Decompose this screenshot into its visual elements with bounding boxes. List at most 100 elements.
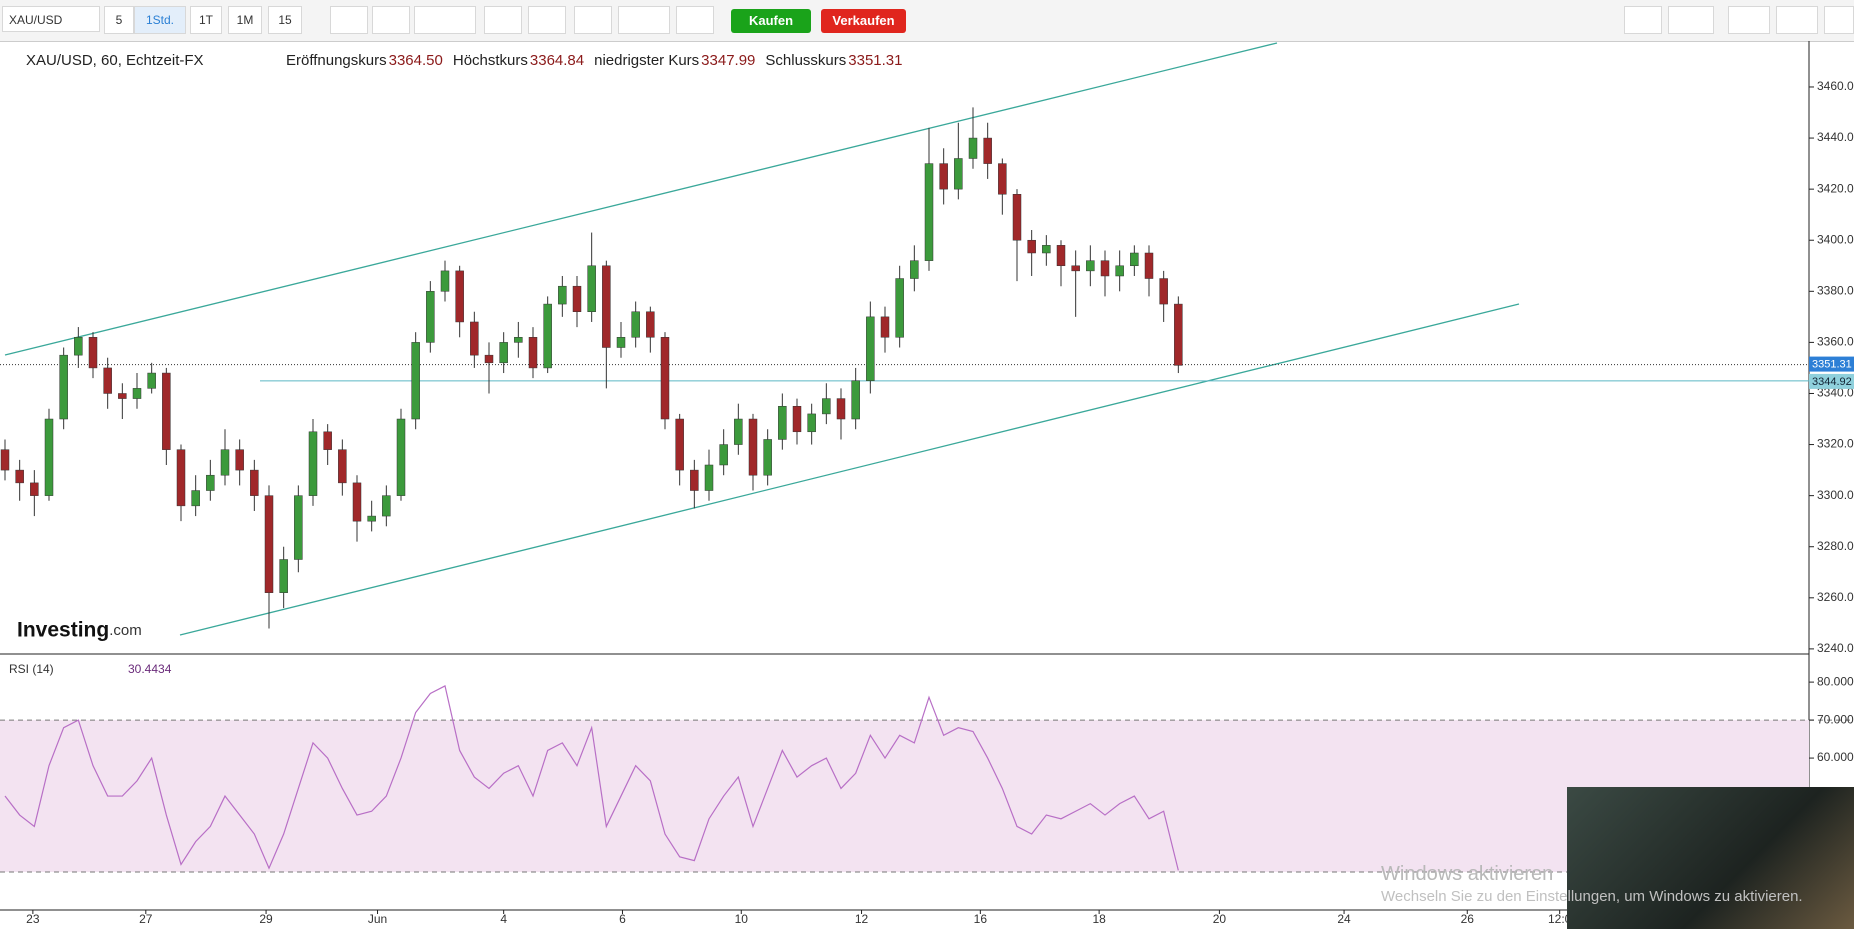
candle-body: [176, 449, 186, 507]
candle-body: [484, 354, 494, 364]
x-tick-label: 6: [619, 912, 626, 926]
ohlc-label: niedrigster Kurs: [594, 52, 699, 69]
ohlc-legend: Eröffnungskurs 3364.50 Höchstkurs 3364.84 ni…: [286, 52, 903, 69]
candle-body: [631, 311, 640, 338]
rsi-line: [4, 685, 1179, 871]
candle-body: [528, 337, 538, 369]
y-tick-label: 60.0000: [1817, 750, 1854, 764]
line-price-box: [1809, 373, 1854, 389]
line-price-label: 3344.92: [1812, 376, 1852, 388]
interval[interactable]: 1T: [190, 6, 222, 34]
y-tick-label: 3300.00: [1817, 488, 1854, 502]
candle-body: [763, 439, 772, 476]
candle-body: [279, 559, 288, 593]
candle-body: [968, 137, 978, 159]
y-tick-label: 3280.00: [1817, 539, 1854, 553]
candle-body: [118, 393, 127, 399]
candle-body: [866, 316, 875, 381]
candle-body: [0, 449, 10, 471]
candle-body: [499, 342, 508, 364]
x-tick-label: 27: [139, 912, 153, 926]
interval[interactable]: 1Std.: [134, 6, 186, 34]
indicator-button[interactable]: [372, 6, 410, 34]
candle-body: [74, 337, 83, 356]
sell-button[interactable]: Verkaufen: [821, 9, 906, 33]
brand-name: Investing.com: [17, 619, 142, 642]
undo-redo[interactable]: [618, 6, 670, 34]
candle-body: [1056, 245, 1066, 267]
brand-suffix: .com: [109, 622, 142, 639]
settings-button[interactable]: [484, 6, 522, 34]
symbol-input[interactable]: XAU/USD: [2, 6, 100, 32]
last-price-label: 3351.31: [1812, 358, 1852, 370]
ohlc-label: Höchstkurs: [453, 52, 528, 69]
candle-body: [660, 337, 670, 420]
candle-body: [367, 515, 376, 522]
x-tick-label: 18: [1092, 912, 1106, 926]
y-tick-label: 3360.00: [1817, 335, 1854, 349]
candle-body: [294, 495, 303, 560]
candle-body: [44, 418, 54, 496]
channel-lower: [179, 303, 1520, 636]
rsi-title: RSI (14): [9, 662, 54, 676]
candle-body: [910, 260, 919, 279]
y-tick-label: 3420.00: [1817, 181, 1854, 195]
candle-body: [1071, 265, 1080, 272]
candle-body: [822, 398, 831, 415]
y-tick-label: 70.0000: [1817, 712, 1854, 726]
x-tick-label: 12:0: [1548, 912, 1572, 926]
candle-body: [543, 303, 552, 369]
y-tick-label: 3400.00: [1817, 232, 1854, 246]
y-tick-label: 3260.00: [1817, 590, 1854, 604]
interval[interactable]: 5: [104, 6, 134, 34]
candle-body: [792, 405, 802, 433]
studies-button[interactable]: [528, 6, 566, 34]
candle-body: [426, 291, 435, 343]
chart-type-button[interactable]: [330, 6, 368, 34]
ohlc-label: Eröffnungskurs: [286, 52, 387, 69]
candle-body: [59, 354, 68, 420]
alert-button[interactable]: [676, 6, 714, 34]
ohlc-value: 3364.84: [530, 52, 584, 69]
candle-body: [220, 449, 230, 476]
fullscreen-button[interactable]: [1824, 6, 1854, 34]
save-button[interactable]: [1776, 6, 1818, 34]
candle-body: [103, 367, 112, 394]
rsi-band: [0, 720, 1809, 873]
brand-logo: Investing.com: [17, 619, 142, 642]
candle-body: [1027, 239, 1036, 254]
ohlc-value: 3364.50: [389, 52, 443, 69]
x-tick-label: 29: [259, 912, 273, 926]
candle-body: [88, 337, 98, 369]
candle-body: [734, 418, 743, 445]
y-tick-label: 3240.00: [1817, 641, 1854, 655]
candle-body: [880, 316, 890, 338]
candle-body: [748, 418, 758, 476]
candle-body: [719, 444, 728, 466]
rsi-value: 30.4434: [128, 662, 172, 676]
x-tick-label: Jun: [368, 912, 387, 926]
candle-body: [470, 321, 479, 356]
screenshot-button[interactable]: [1624, 6, 1662, 34]
candle-body: [147, 372, 156, 389]
candle-body: [851, 380, 860, 420]
candle-body: [191, 490, 200, 507]
candle-body: [235, 449, 244, 471]
x-tick-label: 26: [1461, 912, 1475, 926]
candle-body: [807, 413, 816, 433]
interval[interactable]: 15: [268, 6, 302, 34]
candle-body: [440, 270, 450, 292]
load-button[interactable]: [1728, 6, 1770, 34]
candle-body: [308, 431, 318, 496]
layout-button[interactable]: [1668, 6, 1714, 34]
buy-button[interactable]: Kaufen: [731, 9, 811, 33]
interval[interactable]: 1M: [228, 6, 262, 34]
compare-button[interactable]: [574, 6, 612, 34]
activation-text: Wechseln Sie zu den Einstellungen, um Wi…: [1381, 888, 1803, 905]
tools-button[interactable]: [414, 6, 476, 34]
candle-body: [382, 495, 391, 517]
candle-body: [983, 137, 992, 164]
candle-body: [572, 285, 582, 312]
x-tick-label: 12: [855, 912, 869, 926]
video-overlay[interactable]: [1567, 787, 1854, 929]
